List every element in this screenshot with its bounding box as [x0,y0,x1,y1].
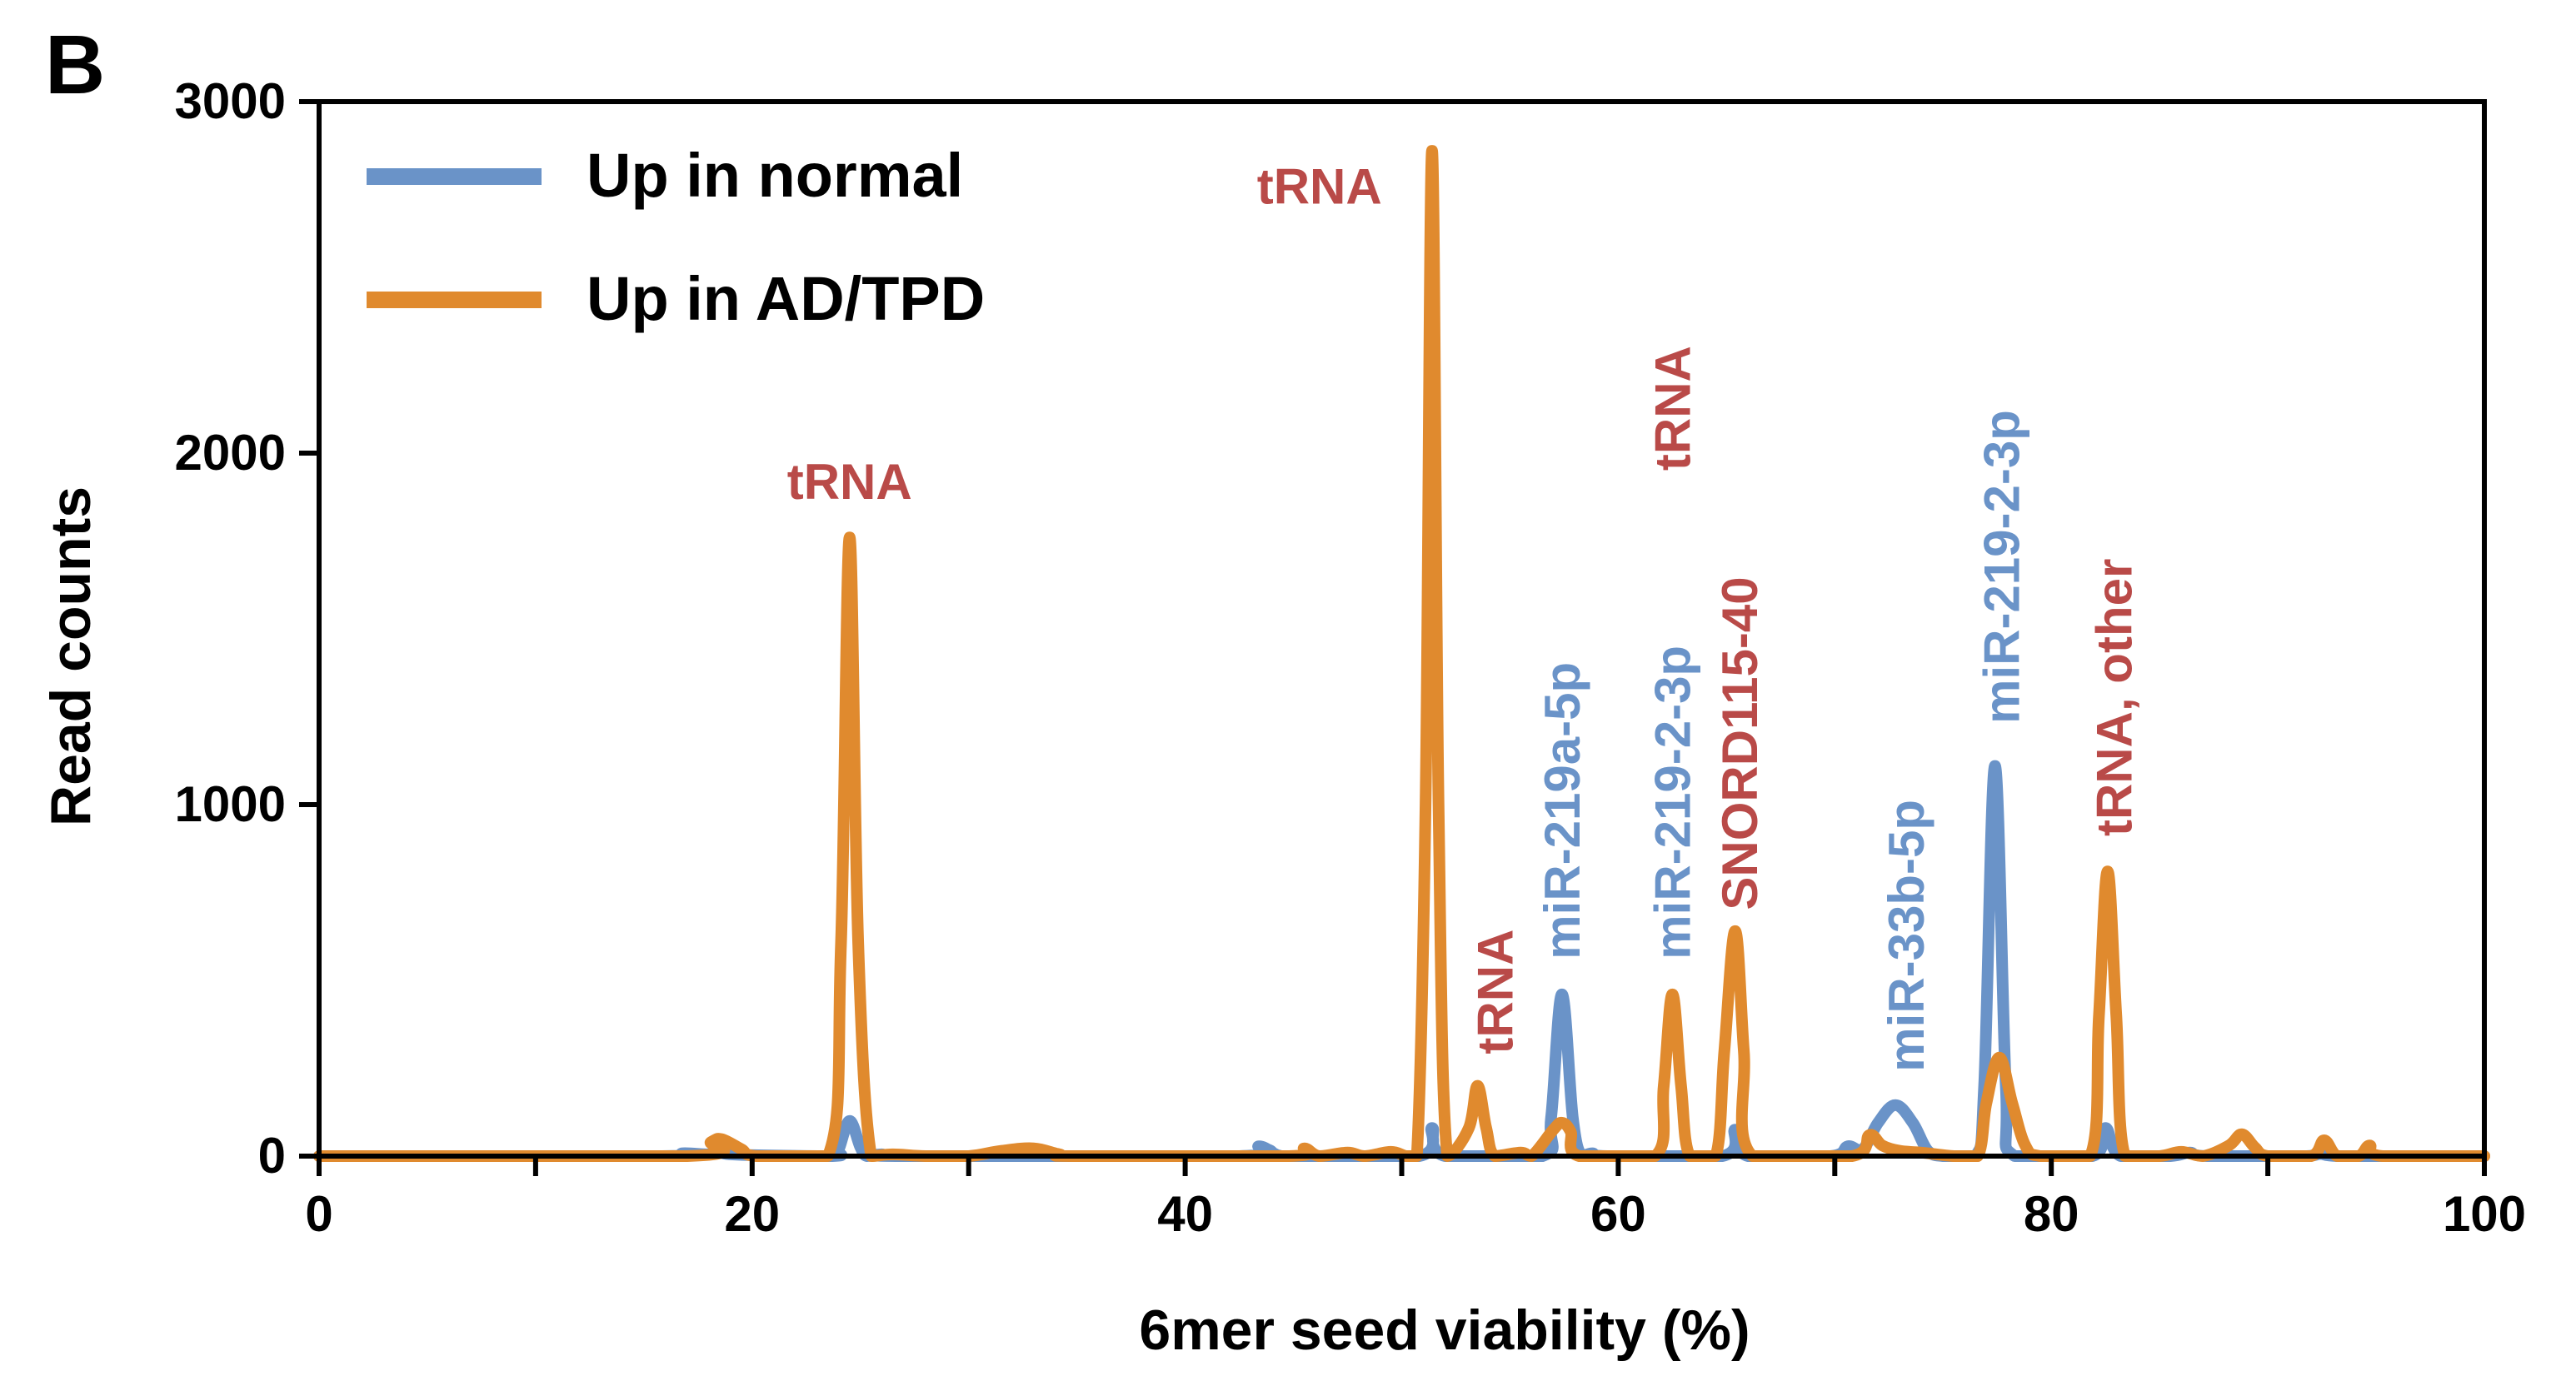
x-tick-label: 20 [724,1186,780,1242]
series-line-up-in-normal [313,760,2490,1163]
annotation-label: tRNA [1257,158,1382,214]
annotation-label: miR-33b-5p [1879,800,1934,1072]
plot-frame [317,99,2487,1159]
annotation-label: tRNA [1467,930,1523,1054]
legend-label-up-in-ad-tpd: Up in AD/TPD [587,264,985,333]
panel-label: B [45,18,105,112]
annotation-label: miR-219-2-3p [1974,410,2029,724]
y-tick-label: 2000 [175,425,286,481]
annotation-label: miR-219-2-3p [1645,646,1700,960]
x-tick-label: 40 [1157,1186,1213,1242]
x-tick-label: 100 [2443,1186,2526,1242]
x-tick-label: 0 [305,1186,332,1242]
y-tick-label: 0 [258,1128,286,1184]
legend: Up in normal Up in AD/TPD [367,141,985,333]
y-tick-label: 3000 [175,73,286,129]
annotation-label: tRNA [1645,346,1700,471]
x-axis-label: 6mer seed viability (%) [1139,1299,1750,1362]
legend-label-up-in-normal: Up in normal [587,141,963,210]
annotation-label: tRNA, other [2087,559,2143,836]
annotation-label: tRNA [787,454,912,510]
annotation-label: miR-219a-5p [1535,662,1590,960]
annotation-label: SNORD115-40 [1712,576,1768,910]
y-axis-label: Read counts [39,486,102,826]
x-tick-label: 60 [1590,1186,1646,1242]
y-tick-label: 1000 [175,776,286,832]
x-tick-label: 80 [2024,1186,2079,1242]
